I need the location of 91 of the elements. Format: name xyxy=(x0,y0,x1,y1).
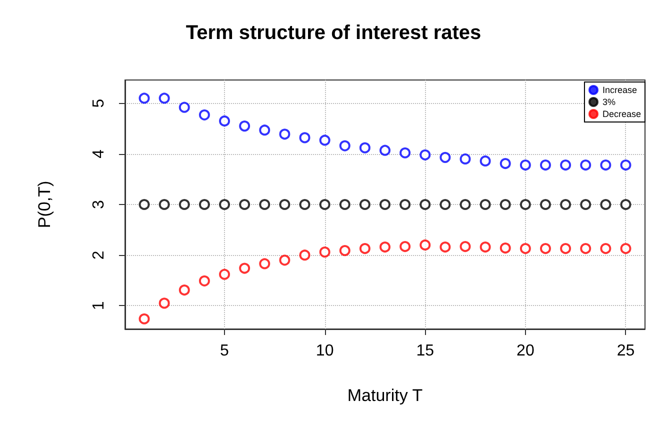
point xyxy=(279,199,290,210)
point xyxy=(380,199,390,210)
point xyxy=(400,199,411,210)
point xyxy=(339,140,350,152)
y-tick-label: 2 xyxy=(90,250,108,260)
point xyxy=(219,199,230,210)
point xyxy=(259,199,270,210)
point xyxy=(440,152,451,163)
point xyxy=(400,241,411,252)
point xyxy=(420,239,431,250)
point xyxy=(380,144,390,156)
point xyxy=(178,102,190,113)
point xyxy=(359,199,370,210)
point xyxy=(259,258,270,270)
y-tick-label: 4 xyxy=(90,149,108,158)
point xyxy=(400,147,411,158)
point xyxy=(560,199,572,210)
legend-label: Increase xyxy=(602,85,638,95)
point xyxy=(560,243,572,254)
x-tick-label: 20 xyxy=(516,342,534,360)
point xyxy=(480,242,491,253)
point xyxy=(500,199,511,210)
point xyxy=(239,262,250,274)
point xyxy=(219,115,230,126)
y-tick-label: 5 xyxy=(90,98,108,108)
point xyxy=(158,92,170,104)
y-axis-title: P(0,T) xyxy=(35,180,54,228)
point xyxy=(359,142,370,154)
point xyxy=(620,160,632,171)
point xyxy=(339,199,350,210)
point xyxy=(600,160,612,171)
x-tick-label: 25 xyxy=(616,342,635,360)
point xyxy=(198,275,210,286)
point xyxy=(359,243,370,254)
y-tick-label: 3 xyxy=(90,200,108,209)
point xyxy=(560,160,572,171)
point xyxy=(620,199,632,210)
point xyxy=(580,243,592,254)
point xyxy=(319,246,330,258)
point xyxy=(540,160,551,171)
point xyxy=(540,199,551,210)
point xyxy=(480,155,491,166)
point xyxy=(178,199,190,210)
x-tick-label: 5 xyxy=(220,342,230,360)
point xyxy=(198,109,210,120)
point xyxy=(420,149,431,160)
point xyxy=(138,199,150,210)
point xyxy=(158,199,170,210)
point xyxy=(500,158,511,170)
point xyxy=(178,284,190,296)
point xyxy=(259,124,270,136)
point xyxy=(420,199,431,210)
point xyxy=(239,120,250,132)
point xyxy=(520,160,531,171)
point xyxy=(219,268,230,280)
point xyxy=(600,243,612,254)
point xyxy=(279,128,290,140)
point xyxy=(540,243,551,254)
chart-title: Term structure of interest rates xyxy=(186,22,482,44)
point xyxy=(580,199,592,210)
y-tick-label: 1 xyxy=(90,301,108,310)
point xyxy=(319,134,330,146)
point xyxy=(460,199,471,210)
point xyxy=(299,199,310,210)
point xyxy=(279,254,290,266)
point xyxy=(620,243,632,254)
point xyxy=(198,199,210,210)
point xyxy=(580,160,592,171)
x-tick-label: 15 xyxy=(416,342,434,360)
x-tick-label: 10 xyxy=(316,342,334,360)
point xyxy=(319,199,330,210)
point xyxy=(239,199,250,210)
point xyxy=(460,241,471,252)
x-axis-title: Maturity T xyxy=(347,386,423,405)
point xyxy=(520,199,531,210)
point xyxy=(600,199,612,210)
point xyxy=(158,298,170,309)
point xyxy=(339,245,350,256)
point xyxy=(299,132,310,144)
point xyxy=(299,250,310,261)
point xyxy=(460,153,471,164)
point xyxy=(380,242,390,253)
point xyxy=(440,242,451,253)
point xyxy=(480,199,491,210)
legend-label: Decrease xyxy=(602,109,642,119)
point xyxy=(520,243,531,254)
point xyxy=(440,199,451,210)
point xyxy=(500,242,511,254)
legend-label: 3% xyxy=(602,97,616,107)
point xyxy=(138,92,150,104)
point xyxy=(138,313,150,324)
